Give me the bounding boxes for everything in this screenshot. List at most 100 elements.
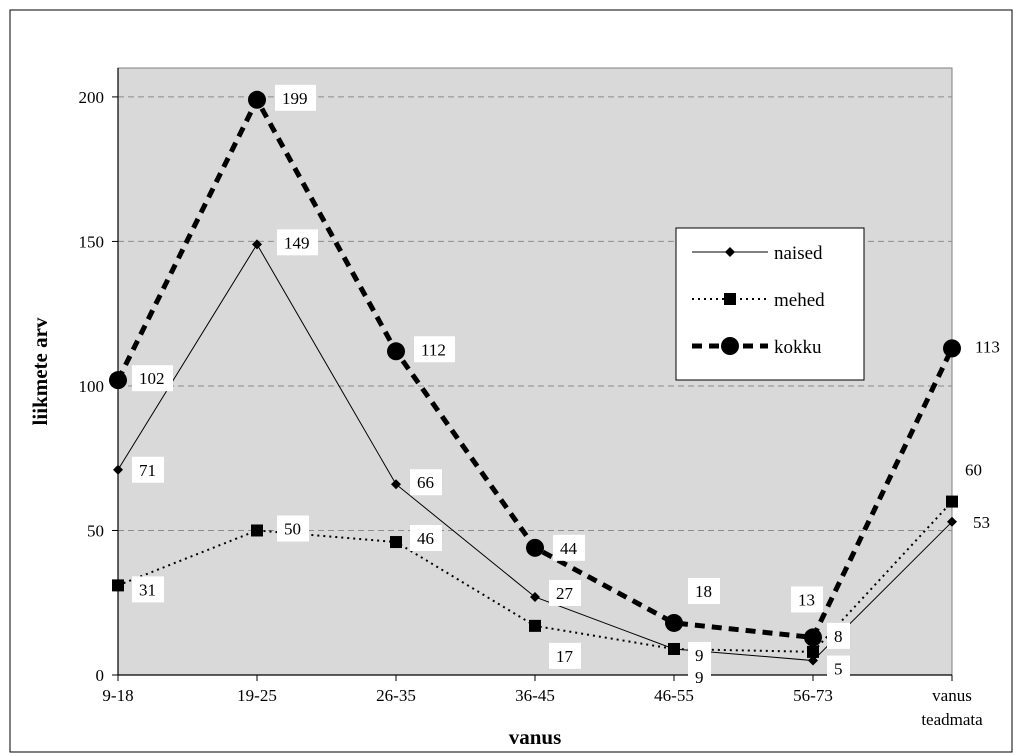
data-label-text: 5 (834, 660, 843, 679)
data-label-box (966, 508, 998, 535)
data-point-naised (530, 591, 540, 602)
data-label-box (275, 84, 316, 111)
data-point-naised (113, 464, 123, 475)
data-label-mehed: 50 (277, 515, 309, 542)
y-tick-label: 100 (79, 377, 105, 396)
data-point-mehed (668, 642, 680, 655)
data-point-naised (947, 516, 957, 527)
data-label-text: 71 (139, 461, 156, 480)
data-label-text: 31 (139, 580, 156, 599)
legend-item-naised: naised (692, 243, 823, 264)
data-label-text: 112 (421, 340, 446, 359)
data-point-kokku (804, 628, 822, 647)
data-label-naised: 9 (688, 641, 711, 668)
legend-item-mehed: mehed (692, 290, 825, 311)
data-point-kokku (665, 613, 683, 632)
data-label-naised: 66 (410, 469, 442, 496)
x-tick-label: 36-45 (515, 686, 555, 705)
data-label-box (410, 525, 442, 552)
data-label-text: 13 (798, 590, 815, 609)
data-label-text: 46 (417, 529, 434, 548)
y-tick-label: 50 (87, 521, 104, 540)
legend-label: mehed (774, 290, 825, 311)
data-label-text: 66 (417, 473, 434, 492)
x-tick-label: 46-55 (654, 686, 694, 705)
legend-label: kokku (774, 337, 822, 358)
data-label-text: 113 (975, 337, 1000, 356)
data-label-box (549, 642, 581, 669)
data-point-mehed (529, 619, 541, 632)
data-label-kokku: 199 (275, 84, 316, 111)
data-label-kokku: 18 (688, 577, 720, 604)
data-label-naised: 149 (277, 229, 318, 256)
data-label-naised: 53 (966, 508, 998, 535)
data-label-text: 50 (284, 519, 301, 538)
data-label-kokku: 112 (414, 336, 455, 363)
legend: naised mehed kokku (675, 227, 865, 381)
data-label-text: 53 (973, 513, 990, 532)
data-label-kokku: 113 (968, 333, 1009, 360)
y-tick-label: 200 (79, 88, 105, 107)
data-point-kokku (248, 90, 266, 109)
data-label-mehed: 31 (132, 576, 164, 603)
data-label-text: 18 (695, 582, 712, 601)
data-label-box (958, 456, 990, 483)
data-label-box (410, 469, 442, 496)
data-point-kokku (387, 342, 405, 361)
data-point-mehed (946, 495, 958, 508)
data-label-box (277, 515, 309, 542)
data-label-text: 27 (556, 584, 574, 603)
x-tick-label: 9-18 (102, 686, 133, 705)
data-point-mehed (807, 645, 819, 658)
x-axis-title: vanus (509, 725, 562, 749)
data-label-box (414, 336, 455, 363)
data-label-box (132, 576, 164, 603)
data-label-mehed: 60 (958, 456, 990, 483)
data-label-box (553, 534, 585, 561)
data-label-box (549, 579, 581, 606)
data-label-naised: 5 (827, 655, 850, 682)
data-label-box (132, 365, 173, 392)
data-label-text: 44 (560, 539, 578, 558)
data-label-text: 102 (139, 369, 165, 388)
data-label-box (277, 229, 318, 256)
data-point-kokku (109, 371, 127, 390)
data-label-box (688, 577, 720, 604)
data-label-kokku: 102 (132, 365, 173, 392)
y-tick-label: 0 (96, 666, 105, 685)
legend-swatch-marker (725, 247, 735, 257)
data-label-text: 60 (965, 461, 982, 480)
data-label-text: 149 (284, 233, 310, 252)
data-label-kokku: 44 (553, 534, 585, 561)
legend-swatch-marker (721, 337, 739, 355)
data-point-kokku (943, 339, 961, 358)
data-label-text: 17 (556, 647, 574, 666)
y-tick-label: 150 (79, 232, 105, 251)
data-label-text: 9 (695, 668, 704, 687)
x-tick-label: 26-35 (376, 686, 416, 705)
data-label-box (791, 586, 823, 613)
data-point-kokku (526, 538, 544, 557)
legend-item-kokku: kokku (692, 337, 822, 358)
data-label-box (688, 663, 711, 690)
data-label-text: 9 (695, 646, 704, 665)
y-axis-title: liikmete arv (28, 317, 52, 425)
data-point-mehed (390, 536, 402, 549)
x-tick-label: 19-25 (237, 686, 277, 705)
data-point-mehed (251, 524, 263, 537)
data-point-naised (808, 655, 818, 666)
data-label-box (827, 622, 850, 649)
data-label-box (827, 655, 850, 682)
data-point-naised (391, 479, 401, 490)
data-label-mehed: 17 (549, 642, 581, 669)
data-label-mehed: 9 (688, 663, 711, 690)
data-label-mehed: 8 (827, 622, 850, 649)
data-point-naised (252, 239, 262, 250)
data-label-naised: 27 (549, 579, 581, 606)
data-label-mehed: 46 (410, 525, 442, 552)
data-label-box (968, 333, 1009, 360)
data-point-mehed (112, 579, 124, 592)
x-tick-label: 56-73 (793, 686, 833, 705)
